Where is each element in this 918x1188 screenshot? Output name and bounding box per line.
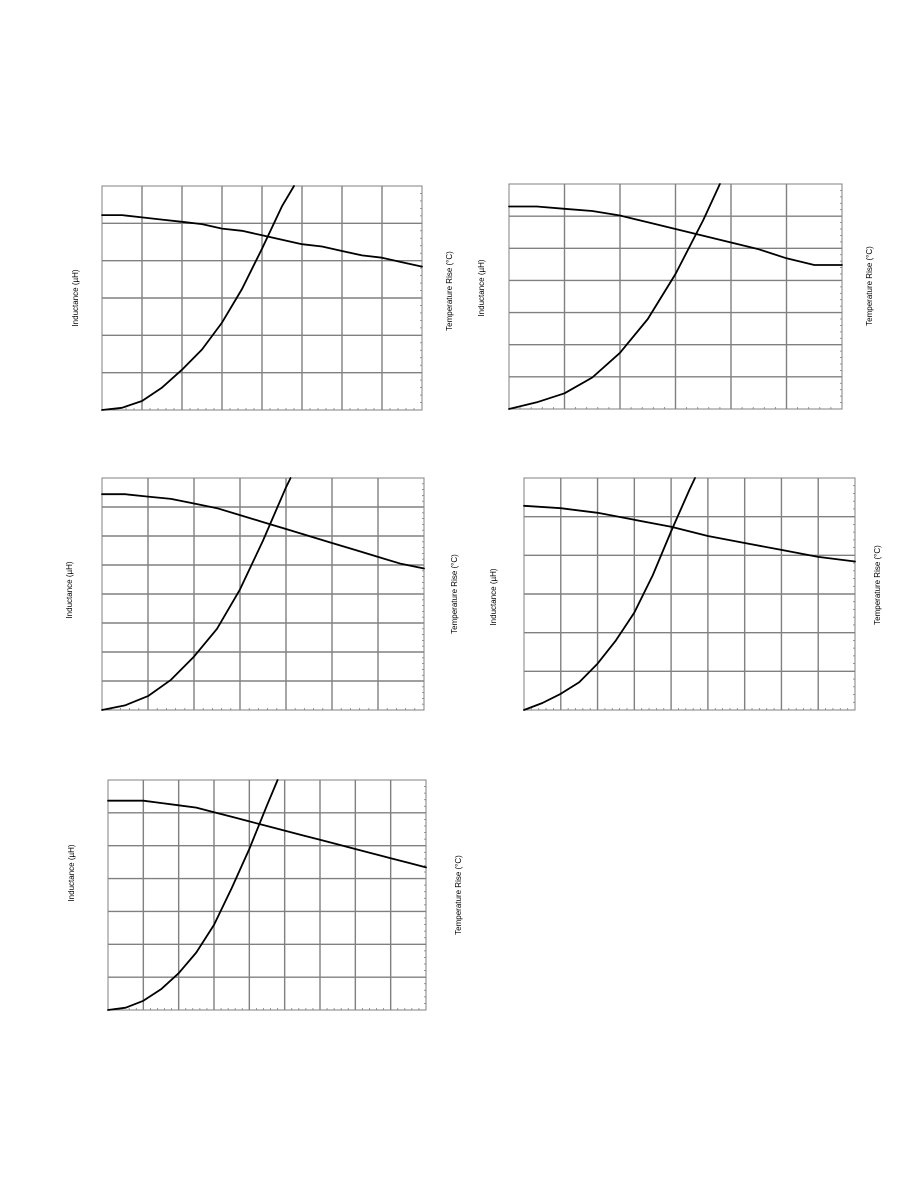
inductance-curve bbox=[101, 214, 423, 268]
y-axis-label-inductance: Inductance (µH) bbox=[67, 844, 76, 901]
plot-frame bbox=[107, 779, 427, 1011]
temperature-rise-curve bbox=[101, 185, 295, 411]
temperature-rise-curve bbox=[523, 477, 696, 711]
inductance-curve bbox=[107, 799, 427, 869]
temperature-rise-curve bbox=[508, 183, 721, 410]
y-axis-label-temperature-rise: Temperature Rise (°C) bbox=[454, 855, 463, 935]
y-axis-label-temperature-rise: Temperature Rise (°C) bbox=[450, 554, 459, 634]
chart-2: Inductance (µH) Temperature Rise (°C) bbox=[477, 183, 874, 410]
inductance-curve bbox=[523, 504, 856, 563]
inductance-curve bbox=[101, 493, 425, 570]
y-axis-label-inductance: Inductance (µH) bbox=[65, 561, 74, 618]
inductance-curve bbox=[508, 205, 843, 266]
chart-5: Inductance (µH) Temperature Rise (°C) bbox=[67, 779, 463, 1011]
temperature-rise-curve bbox=[101, 477, 292, 711]
temperature-rise-curve bbox=[107, 779, 279, 1011]
y-axis-label-inductance: Inductance (µH) bbox=[477, 259, 486, 316]
y-axis-label-temperature-rise: Temperature Rise (°C) bbox=[445, 251, 454, 331]
y-axis-label-inductance: Inductance (µH) bbox=[71, 269, 80, 326]
y-axis-label-temperature-rise: Temperature Rise (°C) bbox=[865, 246, 874, 326]
y-axis-label-inductance: Inductance (µH) bbox=[489, 568, 498, 625]
y-axis-label-temperature-rise: Temperature Rise (°C) bbox=[873, 545, 882, 625]
chart-3: Inductance (µH) Temperature Rise (°C) bbox=[65, 477, 459, 711]
chart-1: Inductance (µH) Temperature Rise (°C) bbox=[71, 185, 454, 411]
chart-4: Inductance (µH) Temperature Rise (°C) bbox=[489, 477, 882, 711]
